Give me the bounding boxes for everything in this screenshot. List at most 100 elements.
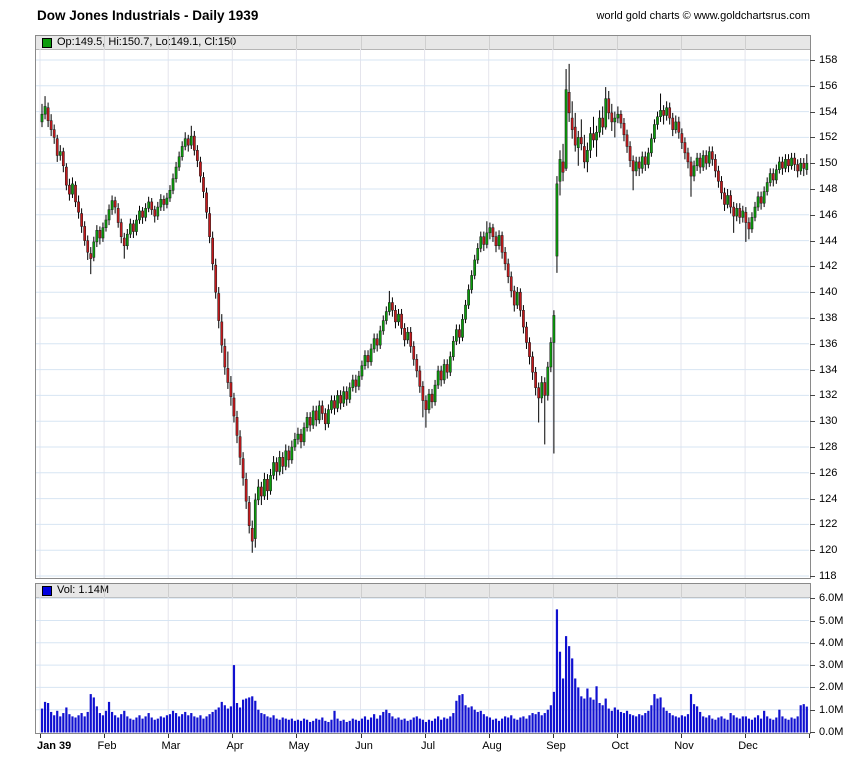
price-axis-tick [810,292,815,293]
legend-separator [168,36,170,49]
price-axis-label: 130 [819,415,838,427]
price-axis-label: 118 [819,570,837,582]
legend-separator [296,584,298,597]
price-axis-label: 154 [819,106,838,118]
price-axis-tick [810,344,815,345]
price-axis-tick [810,137,815,138]
price-axis-label: 134 [819,364,838,376]
price-axis-label: 146 [819,209,838,221]
x-axis-tick [361,734,362,738]
price-axis-label: 138 [819,312,838,324]
price-axis-tick [810,86,815,87]
price-axis-tick [810,524,815,525]
volume-axis-label: 1.0M [819,704,844,716]
legend-separator [424,36,426,49]
legend-separator [296,36,298,49]
price-axis-tick [810,60,815,61]
price-axis-tick [810,395,815,396]
volume-axis-tick [810,665,815,666]
legend-separator [745,584,747,597]
volume-axis-label: 0.0M [819,726,844,738]
price-axis-tick [810,370,815,371]
month-label: Aug [482,740,502,752]
legend-separator [552,36,554,49]
volume-legend-bar: Vol: 1.14M [36,584,810,598]
legend-separator [488,584,490,597]
price-axis-label: 144 [819,235,838,247]
volume-axis-label: 4.0M [819,637,844,649]
price-axis-label: 128 [819,441,838,453]
legend-separator [104,36,106,49]
legend-separator [232,36,234,49]
price-axis-label: 126 [819,467,838,479]
volume-axis-tick [810,598,815,599]
price-axis-tick [810,499,815,500]
price-axis-tick [810,576,815,577]
price-axis-tick [810,241,815,242]
price-legend-bar: Op:149.5, Hi:150.7, Lo:149.1, Cl:150 [36,36,810,50]
price-axis-label: 136 [819,338,838,350]
price-axis-label: 140 [819,286,838,298]
x-axis-tick [745,734,746,738]
price-axis-tick [810,473,815,474]
price-axis-label: 148 [819,183,838,195]
price-axis-tick [810,266,815,267]
price-axis-label: 152 [819,131,838,143]
volume-legend-swatch [42,586,52,596]
price-axis-label: 132 [819,389,838,401]
legend-separator [616,584,618,597]
x-axis-tick [489,734,490,738]
month-label: May [288,740,310,752]
x-axis-tick [681,734,682,738]
price-axis-label: 120 [819,544,838,556]
price-axis-label: 156 [819,80,838,92]
page-title: Dow Jones Industrials - Daily 1939 [37,8,259,23]
legend-separator [681,584,682,597]
legend-separator [616,36,618,49]
volume-panel: Vol: 1.14M [35,583,811,734]
month-label: Jan 39 [37,740,72,752]
legend-separator [104,584,106,597]
volume-axis-label: 3.0M [819,659,844,671]
price-axis-label: 142 [819,260,838,272]
volume-axis-tick [810,621,815,622]
x-axis-tick [168,734,169,738]
volume-chart [36,597,809,733]
month-label: Oct [611,740,629,752]
price-axis-tick [810,189,815,190]
legend-separator [552,584,554,597]
price-axis-tick [810,550,815,551]
volume-axis-label: 6.0M [819,592,844,604]
legend-separator [360,584,362,597]
x-axis-tick [809,734,810,738]
price-axis-label: 150 [819,157,838,169]
volume-axis-tick [810,732,815,733]
price-axis-tick [810,163,815,164]
month-label: Dec [738,740,758,752]
volume-axis-tick [810,643,815,644]
price-axis-tick [810,112,815,113]
month-label: Sep [546,740,566,752]
x-axis-tick [296,734,297,738]
attribution: world gold charts © www.goldchartsrus.co… [596,10,810,22]
legend-separator [424,584,426,597]
legend-separator [168,584,170,597]
month-label: Apr [226,740,244,752]
x-axis-tick [553,734,554,738]
x-axis-tick [104,734,105,738]
month-label: Jul [420,740,436,752]
x-axis-tick [425,734,426,738]
month-label: Nov [674,740,694,752]
price-panel: Op:149.5, Hi:150.7, Lo:149.1, Cl:150 [35,35,811,579]
volume-axis-tick [810,687,815,688]
legend-separator [745,36,747,49]
x-axis-tick [232,734,233,738]
volume-legend-label: Vol: 1.14M [57,584,109,596]
x-axis-tick [617,734,618,738]
price-axis-tick [810,447,815,448]
price-legend-label: Op:149.5, Hi:150.7, Lo:149.1, Cl:150 [57,36,237,48]
candlestick-legend-swatch [42,38,52,48]
x-axis-tick [40,734,41,738]
legend-separator [681,36,682,49]
